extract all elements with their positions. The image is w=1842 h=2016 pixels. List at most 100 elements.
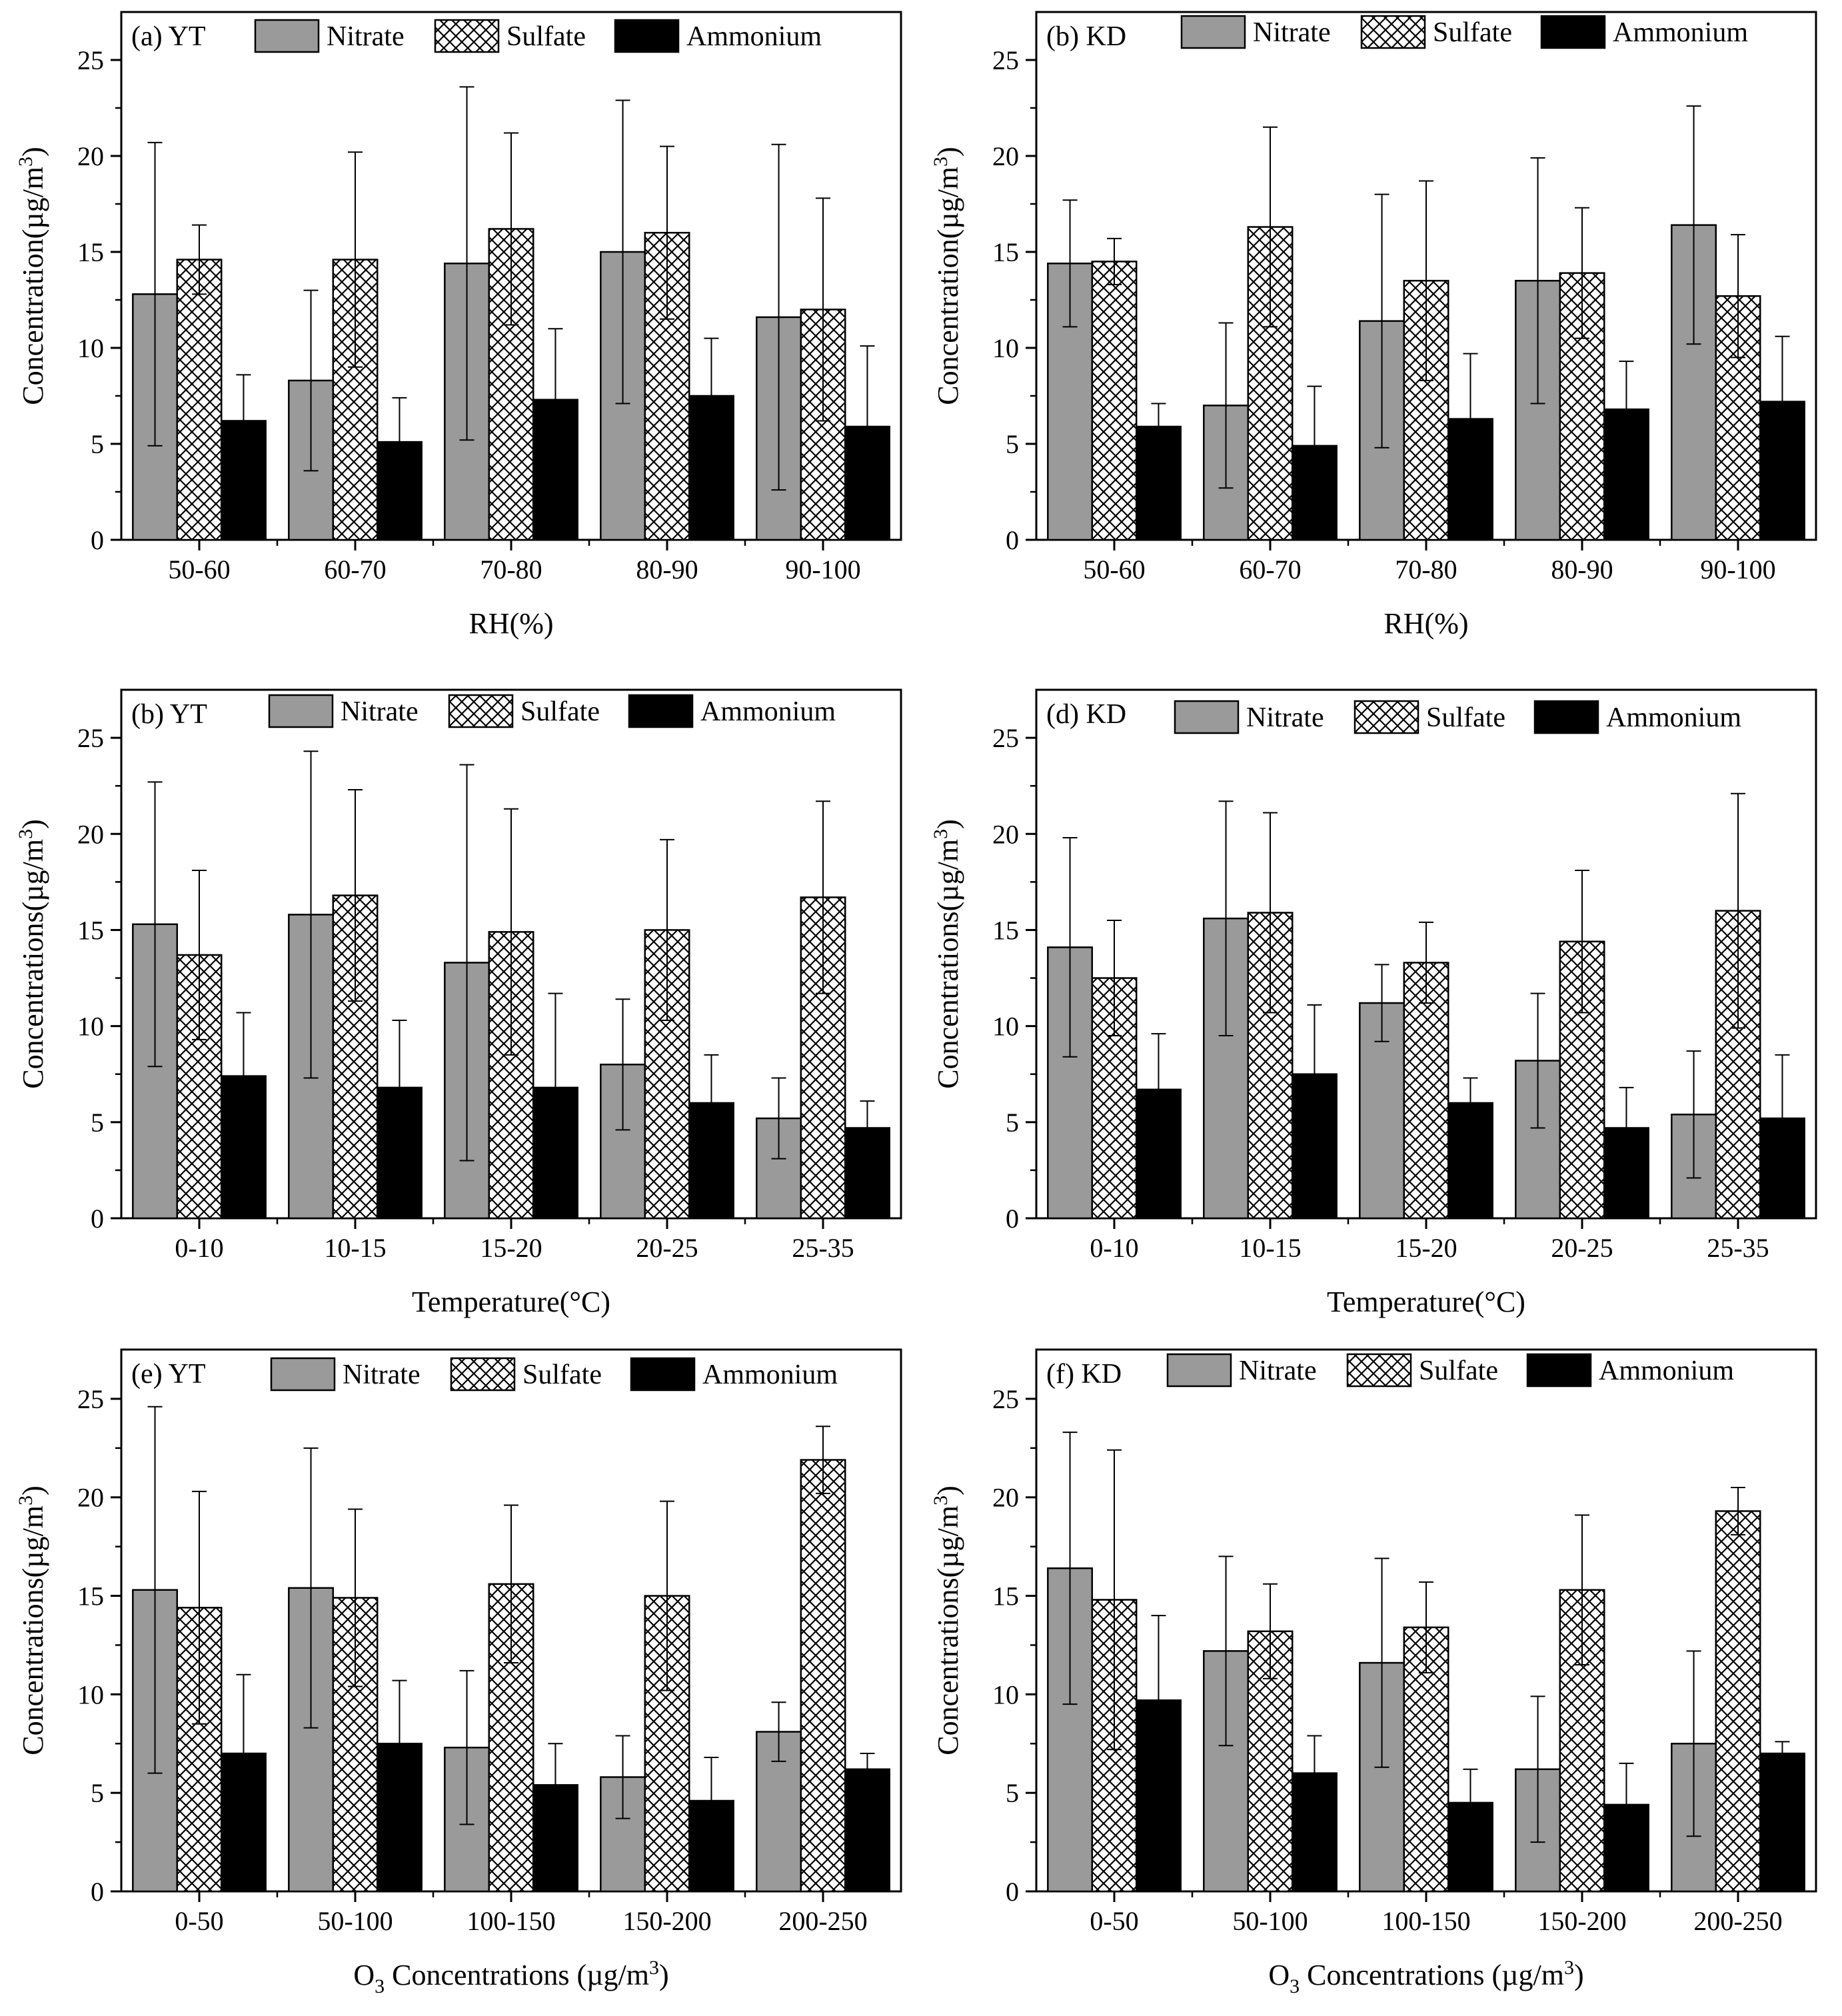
legend: Nitrate Sulfate Ammonium xyxy=(1174,700,1741,734)
bar-sulfate xyxy=(1091,261,1138,541)
legend-label-sulfate: Sulfate xyxy=(1419,1356,1498,1386)
legend-label-nitrate: Nitrate xyxy=(343,1360,421,1390)
y-tick-label: 10 xyxy=(77,1012,104,1042)
y-tick-label: 10 xyxy=(77,1679,104,1709)
y-tick-label: 0 xyxy=(91,1877,104,1907)
legend-label-sulfate: Sulfate xyxy=(1433,17,1512,48)
legend: Nitrate Sulfate Ammonium xyxy=(270,1357,838,1392)
x-tick-label: 50-100 xyxy=(1232,1906,1308,1936)
legend-swatch-nitrate xyxy=(1174,700,1240,734)
y-tick-label: 0 xyxy=(91,1204,104,1234)
legend-swatch-sulfate xyxy=(448,694,514,728)
x-tick-label: 10-15 xyxy=(324,1233,386,1263)
bar-sulfate xyxy=(800,1459,846,1893)
y-tick-label: 20 xyxy=(992,1483,1019,1513)
bar-sulfate xyxy=(332,259,379,541)
x-tick-label: 150-200 xyxy=(1537,1906,1626,1936)
x-tick-label: 100-150 xyxy=(1382,1906,1470,1936)
legend-swatch-ammonium xyxy=(628,694,694,728)
x-tick-label: 80-90 xyxy=(1551,554,1613,584)
y-tick-label: 15 xyxy=(992,237,1019,267)
legend-label-ammonium: Ammonium xyxy=(1599,1356,1734,1386)
y-tick-label: 10 xyxy=(992,1012,1019,1042)
legend-swatch-sulfate xyxy=(1354,700,1419,734)
y-tick-label: 15 xyxy=(77,915,104,945)
bar-sulfate xyxy=(1403,962,1449,1220)
legend: Nitrate Sulfate Ammonium xyxy=(254,19,822,53)
x-tick-label: 150-200 xyxy=(622,1906,711,1936)
x-tick-label: 50-60 xyxy=(1083,554,1145,584)
x-axis-title: RH(%) xyxy=(1383,607,1468,640)
bar-ammonium xyxy=(1759,1752,1805,1893)
y-axis-title: Concentrations(µg/m3) xyxy=(15,819,49,1089)
x-tick-label: 15-20 xyxy=(1395,1233,1457,1263)
x-tick-label: 0-10 xyxy=(1090,1233,1138,1263)
x-axis-title: RH(%) xyxy=(468,607,553,640)
bar-ammonium xyxy=(844,1768,890,1893)
y-tick-label: 15 xyxy=(77,1581,104,1611)
y-tick-label: 5 xyxy=(1006,1778,1019,1808)
legend-swatch-nitrate xyxy=(1166,1353,1232,1388)
x-tick-label: 90-100 xyxy=(785,554,860,584)
x-tick-label: 0-50 xyxy=(1090,1906,1138,1936)
chart-panel-4: 0 5 10 15 20 25 0-10 10-15 15-20 20-25 25-35 (d) KD… xyxy=(930,688,1817,1318)
y-tick-label: 10 xyxy=(992,333,1019,363)
x-tick-label: 50-60 xyxy=(168,554,230,584)
legend-swatch-nitrate xyxy=(270,1357,336,1392)
y-tick-label: 5 xyxy=(1006,1108,1019,1138)
x-axis-title: Temperature(°C) xyxy=(412,1286,610,1318)
y-tick-label: 0 xyxy=(1006,1204,1019,1234)
bar-ammonium xyxy=(1603,1127,1649,1220)
panel-label: (b) YT xyxy=(131,699,207,730)
y-tick-label: 25 xyxy=(77,723,104,753)
x-tick-label: 100-150 xyxy=(466,1906,555,1936)
legend-label-sulfate: Sulfate xyxy=(506,21,586,52)
y-tick-label: 15 xyxy=(77,237,104,267)
x-axis-title: O3 Concentrations (µg/m3) xyxy=(1268,1957,1583,1997)
x-tick-label: 200-250 xyxy=(1693,1906,1782,1936)
legend-swatch-ammonium xyxy=(1540,15,1606,49)
y-tick-label: 15 xyxy=(992,915,1019,945)
panel-label: (e) YT xyxy=(131,1359,206,1390)
x-tick-label: 0-10 xyxy=(175,1233,223,1263)
x-tick-label: 50-100 xyxy=(317,1906,393,1936)
y-tick-label: 5 xyxy=(91,1108,104,1138)
x-tick-label: 200-250 xyxy=(778,1906,867,1936)
x-tick-label: 60-70 xyxy=(1239,554,1301,584)
chart-panel-2: 0 5 10 15 20 25 50-60 60-70 70-80 80-90 90-100 (b) … xyxy=(930,11,1817,640)
legend-label-nitrate: Nitrate xyxy=(1253,17,1331,48)
legend-label-sulfate: Sulfate xyxy=(522,1360,602,1390)
panel-label: (f) KD xyxy=(1046,1359,1122,1390)
y-tick-label: 15 xyxy=(992,1581,1019,1611)
chart-panel-3: 0 5 10 15 20 25 0-10 10-15 15-20 20-25 25-35 (b) YT… xyxy=(15,688,902,1318)
y-tick-label: 25 xyxy=(992,45,1019,75)
y-tick-label: 5 xyxy=(1006,429,1019,459)
x-tick-label: 60-70 xyxy=(324,554,386,584)
y-tick-label: 20 xyxy=(77,819,104,849)
bar-sulfate xyxy=(1715,1510,1761,1893)
legend: Nitrate Sulfate Ammonium xyxy=(1180,15,1748,49)
y-axis-title: Concentrations(µg/m3) xyxy=(930,1486,964,1755)
legend-swatch-ammonium xyxy=(614,19,680,53)
bar-sulfate xyxy=(176,259,223,541)
legend: Nitrate Sulfate Ammonium xyxy=(1166,1353,1734,1388)
panel-label: (d) KD xyxy=(1046,699,1126,730)
y-tick-label: 0 xyxy=(91,525,104,555)
y-axis-title: Concentration(µg/m3) xyxy=(930,147,964,405)
legend-swatch-ammonium xyxy=(630,1357,696,1392)
legend-label-nitrate: Nitrate xyxy=(341,696,419,727)
y-tick-label: 10 xyxy=(77,333,104,363)
legend-swatch-sulfate xyxy=(434,19,500,53)
x-tick-label: 10-15 xyxy=(1239,1233,1301,1263)
legend-label-nitrate: Nitrate xyxy=(1246,702,1324,733)
legend-label-nitrate: Nitrate xyxy=(1239,1356,1317,1386)
legend-swatch-ammonium xyxy=(1533,700,1599,734)
y-tick-label: 25 xyxy=(77,1384,104,1414)
chart-panel-5: 0 5 10 15 20 25 0-50 50-100 100-150 150-200 200-25… xyxy=(15,1348,902,1997)
y-axis-title: Concentrations(µg/m3) xyxy=(930,819,964,1089)
x-tick-label: 15-20 xyxy=(480,1233,542,1263)
x-tick-label: 0-50 xyxy=(175,1906,223,1936)
chart-panel-6: 0 5 10 15 20 25 0-50 50-100 100-150 150-200 200-25… xyxy=(930,1348,1817,1997)
legend: Nitrate Sulfate Ammonium xyxy=(268,694,836,728)
legend-swatch-sulfate xyxy=(1360,15,1426,49)
